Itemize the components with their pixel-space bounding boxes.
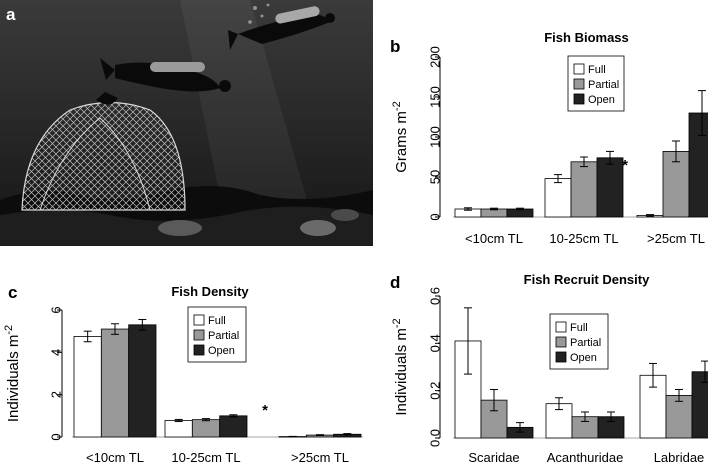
x-tick-label: Labridae xyxy=(654,450,705,465)
y-tick-label: 2 xyxy=(48,391,63,398)
x-tick-label: <10cm TL xyxy=(465,231,523,246)
legend: Full Partial Open xyxy=(567,55,625,112)
legend-swatch-full xyxy=(193,314,205,326)
legend-swatch-open xyxy=(193,344,205,356)
legend-swatch-full xyxy=(555,321,567,333)
y-tick-label: 4 xyxy=(48,349,63,356)
y-axis-label: Individuals m-2 xyxy=(391,318,410,415)
legend-label-open: Open xyxy=(588,94,615,106)
legend-label-full: Full xyxy=(588,64,606,76)
x-tick-label: 10-25cm TL xyxy=(549,231,618,246)
underwater-photo xyxy=(0,0,373,246)
legend-swatch-open xyxy=(573,93,585,105)
x-tick-label: 10-25cm TL xyxy=(171,450,240,465)
y-tick-label: 0.4 xyxy=(427,334,442,352)
y-axis-label: Individuals m-2 xyxy=(3,325,22,422)
legend-label-partial: Partial xyxy=(570,337,601,349)
legend: Full Partial Open xyxy=(549,313,609,370)
y-axis-label: Grams m-2 xyxy=(391,101,410,172)
legend-swatch-partial xyxy=(573,78,585,90)
bar-open xyxy=(128,324,157,438)
y-tick-label: 0 xyxy=(48,433,63,440)
x-tick-label: Acanthuridae xyxy=(547,450,624,465)
chart-title: Fish Biomass xyxy=(544,30,629,45)
legend-swatch-partial xyxy=(555,336,567,348)
bar-partial xyxy=(665,394,693,439)
y-tick-label: 150 xyxy=(427,86,442,108)
significance-marker: * xyxy=(262,402,268,419)
x-tick-label: >25cm TL xyxy=(291,450,349,465)
bar-open xyxy=(596,157,624,218)
chart-d: Fish Recruit Density 0.0 0.2 0.4 0.6 Individu… xyxy=(391,272,708,465)
y-tick-label: 200 xyxy=(427,46,442,68)
bar-partial xyxy=(570,161,598,218)
panel-label-c: c xyxy=(8,283,18,302)
legend-label-partial: Partial xyxy=(208,330,239,342)
panel-label-d: d xyxy=(390,273,401,292)
bar-full xyxy=(73,336,102,438)
y-tick-label: 0 xyxy=(427,213,442,220)
legend-swatch-open xyxy=(555,351,567,363)
bar-partial xyxy=(100,328,130,438)
y-tick-label: 100 xyxy=(427,126,442,148)
chart-c: Fish Density 0 2 4 6 Individuals m-2 <10cm TL 1… xyxy=(3,284,363,465)
x-tick-label: Scaridae xyxy=(468,450,519,465)
bar-open xyxy=(219,415,248,438)
bar-partial xyxy=(191,419,221,438)
y-tick-label: 0.6 xyxy=(427,287,442,305)
chart-b: Fish Biomass 0 50 100 150 200 Grams m-2 <10cm T… xyxy=(391,30,708,246)
bar-open xyxy=(688,112,708,218)
legend: Full Partial Open xyxy=(187,306,247,363)
legend-swatch-partial xyxy=(193,329,205,341)
y-tick-label: 50 xyxy=(427,170,442,184)
x-tick-label: <10cm TL xyxy=(86,450,144,465)
bar-full xyxy=(164,420,193,438)
legend-label-partial: Partial xyxy=(588,79,619,91)
y-tick-label: 0.2 xyxy=(427,382,442,400)
y-tick-label: 0.0 xyxy=(427,429,442,447)
bar-partial xyxy=(662,150,690,218)
bar-full xyxy=(544,178,572,218)
legend-swatch-full xyxy=(573,63,585,75)
underwater-divers-cage-photo xyxy=(0,0,373,246)
legend-label-open: Open xyxy=(208,345,235,357)
panel-label-b: b xyxy=(390,37,401,56)
panel-label-a: a xyxy=(6,5,16,24)
y-tick-label: 6 xyxy=(48,306,63,313)
legend-label-full: Full xyxy=(570,322,588,334)
significance-marker: * xyxy=(622,157,628,174)
chart-title: Fish Density xyxy=(171,284,249,299)
legend-label-open: Open xyxy=(570,352,597,364)
legend-label-full: Full xyxy=(208,315,226,327)
bar-open xyxy=(691,371,708,439)
x-tick-label: >25cm TL xyxy=(647,231,705,246)
chart-title: Fish Recruit Density xyxy=(524,272,650,287)
